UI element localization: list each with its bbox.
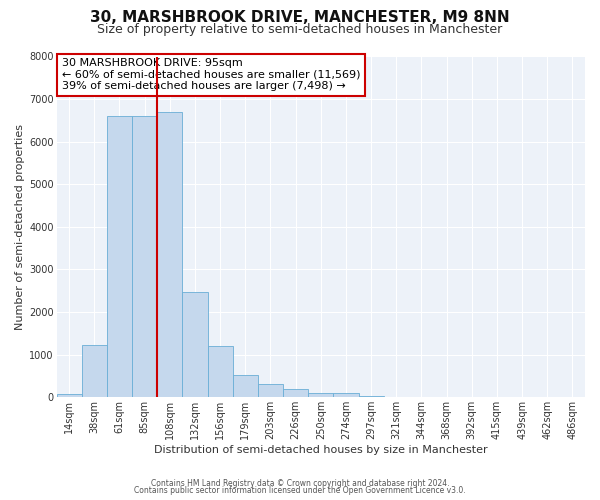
Bar	[56, 394, 82, 398]
Bar	[258, 384, 283, 398]
Bar	[107, 116, 132, 398]
Bar	[233, 374, 258, 398]
Bar	[132, 116, 157, 398]
Bar	[283, 389, 308, 398]
Bar	[359, 396, 383, 398]
Text: 30 MARSHBROOK DRIVE: 95sqm
← 60% of semi-detached houses are smaller (11,569)
39: 30 MARSHBROOK DRIVE: 95sqm ← 60% of semi…	[62, 58, 361, 92]
Bar	[208, 346, 233, 398]
Text: 30, MARSHBROOK DRIVE, MANCHESTER, M9 8NN: 30, MARSHBROOK DRIVE, MANCHESTER, M9 8NN	[90, 10, 510, 25]
X-axis label: Distribution of semi-detached houses by size in Manchester: Distribution of semi-detached houses by …	[154, 445, 488, 455]
Y-axis label: Number of semi-detached properties: Number of semi-detached properties	[15, 124, 25, 330]
Bar	[157, 112, 182, 398]
Text: Contains HM Land Registry data © Crown copyright and database right 2024.: Contains HM Land Registry data © Crown c…	[151, 478, 449, 488]
Bar	[308, 393, 334, 398]
Text: Contains public sector information licensed under the Open Government Licence v3: Contains public sector information licen…	[134, 486, 466, 495]
Bar	[334, 394, 359, 398]
Bar	[182, 292, 208, 398]
Bar	[82, 345, 107, 398]
Text: Size of property relative to semi-detached houses in Manchester: Size of property relative to semi-detach…	[97, 22, 503, 36]
